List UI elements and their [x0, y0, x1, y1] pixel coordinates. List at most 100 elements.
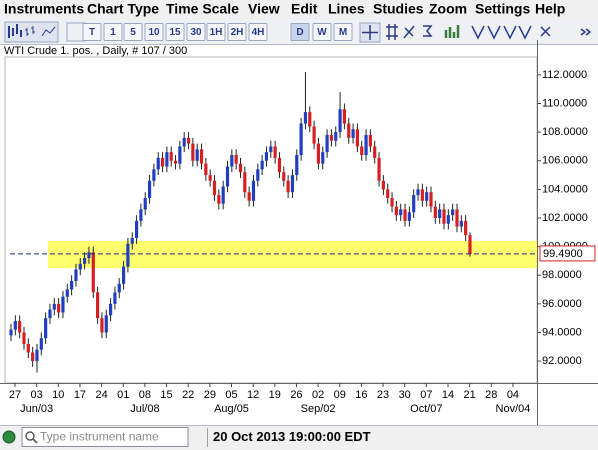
candle-body: [373, 146, 377, 158]
menu-item[interactable]: Help: [535, 1, 565, 17]
menu-item[interactable]: Edit: [291, 1, 318, 17]
menu-item[interactable]: Zoom: [429, 1, 467, 17]
month-label: Nov/04: [496, 403, 531, 415]
menu-item[interactable]: Time Scale: [166, 1, 239, 17]
candle-body: [48, 309, 52, 319]
x-tick-label: 12: [247, 389, 259, 401]
menu-item[interactable]: Settings: [475, 1, 530, 17]
candle-body: [312, 126, 316, 144]
interval-button[interactable]: [123, 23, 143, 41]
candle-body: [251, 180, 256, 201]
x-tick-label: 27: [9, 389, 21, 401]
x-tick-label: 30: [399, 389, 411, 401]
candle-body: [299, 123, 303, 156]
candle-body: [459, 220, 463, 227]
candle-body: [256, 169, 260, 181]
x-tick-label: 09: [334, 389, 346, 401]
menu-item[interactable]: Chart Type: [87, 1, 159, 17]
candle-body: [65, 289, 69, 297]
candle-body: [31, 352, 35, 362]
candle-body: [182, 137, 186, 147]
month-label: Oct/07: [410, 403, 442, 415]
interval-button[interactable]: [165, 23, 185, 41]
candle-body: [386, 189, 390, 198]
candle-body: [399, 209, 403, 216]
candle-body: [152, 169, 156, 181]
search-placeholder: Type instrument name: [40, 430, 159, 444]
candle-body: [260, 160, 264, 170]
search-icon-handle: [32, 438, 38, 444]
instrument-search[interactable]: [21, 427, 189, 447]
candle-body: [247, 192, 251, 201]
y-tick-label: 110.0000: [542, 97, 587, 109]
interval-label: M: [339, 27, 347, 38]
candle-body: [321, 152, 325, 164]
x-tick-label: 19: [269, 389, 281, 401]
candle-body: [35, 349, 39, 362]
menu-item[interactable]: Studies: [373, 1, 424, 17]
interval-button[interactable]: [248, 23, 268, 41]
interval-button[interactable]: [82, 23, 102, 41]
month-label: Aug/05: [214, 403, 249, 415]
candle-body: [221, 186, 225, 204]
candle-body: [338, 109, 342, 133]
menu-item[interactable]: Instruments: [4, 1, 84, 17]
x-tick-label: 04: [507, 389, 519, 401]
candle-body: [39, 338, 43, 350]
candle-body: [282, 172, 286, 181]
menu-item[interactable]: Lines: [328, 1, 365, 17]
candle-body: [234, 155, 238, 164]
candle-body: [342, 109, 347, 124]
x-tick-label: 24: [95, 389, 107, 401]
interval-button[interactable]: [227, 23, 247, 41]
chart-type-icons: [4, 21, 86, 43]
candle-body: [377, 157, 381, 181]
x-tick-label: 16: [355, 389, 367, 401]
candle-body: [407, 212, 411, 221]
candle-body: [117, 283, 121, 293]
candle-body: [108, 303, 113, 316]
candle-body: [381, 180, 385, 190]
x-tick-label: 05: [225, 389, 237, 401]
candle-body: [26, 343, 30, 353]
y-tick-label: 96.0000: [542, 298, 582, 310]
candle-body: [104, 315, 108, 333]
candle-body: [351, 129, 355, 138]
x-tick-label: 21: [464, 389, 476, 401]
candle-body: [165, 152, 169, 167]
candle-body: [13, 321, 17, 330]
candle-body: [113, 292, 117, 304]
interval-button[interactable]: [290, 23, 310, 41]
interval-button[interactable]: [312, 23, 332, 41]
candle-body: [156, 157, 160, 170]
x-tick-label: 01: [117, 389, 129, 401]
candle-body: [78, 263, 82, 270]
drawing-tool-icons: [359, 22, 592, 43]
candle-body: [96, 292, 100, 319]
candle-body: [57, 303, 61, 313]
x-tick-label: 15: [160, 389, 172, 401]
x-tick-label: 10: [52, 389, 64, 401]
interval-button[interactable]: [186, 23, 206, 41]
chart-title: WTI Crude 1. pos. , Daily, # 107 / 300: [4, 45, 187, 57]
candle-body: [433, 206, 437, 218]
interval-label: 15: [169, 27, 181, 38]
candle-body: [390, 197, 394, 207]
candle-body: [364, 134, 368, 156]
y-tick-label: 112.0000: [542, 69, 587, 81]
interval-button[interactable]: [206, 23, 226, 41]
candle-body: [191, 143, 195, 161]
candle-body: [334, 132, 338, 141]
month-label: Jul/08: [130, 403, 159, 415]
interval-label: 5: [130, 27, 136, 38]
candle-body: [303, 112, 308, 124]
interval-button[interactable]: [103, 23, 123, 41]
menu-item[interactable]: View: [248, 1, 280, 17]
interval-button[interactable]: [333, 23, 353, 41]
candle-body: [160, 157, 165, 167]
interval-button[interactable]: [144, 23, 164, 41]
interval-label: 2H: [231, 27, 244, 38]
candle-body: [139, 209, 143, 221]
candle-body: [87, 252, 91, 259]
candle-body: [130, 238, 134, 244]
